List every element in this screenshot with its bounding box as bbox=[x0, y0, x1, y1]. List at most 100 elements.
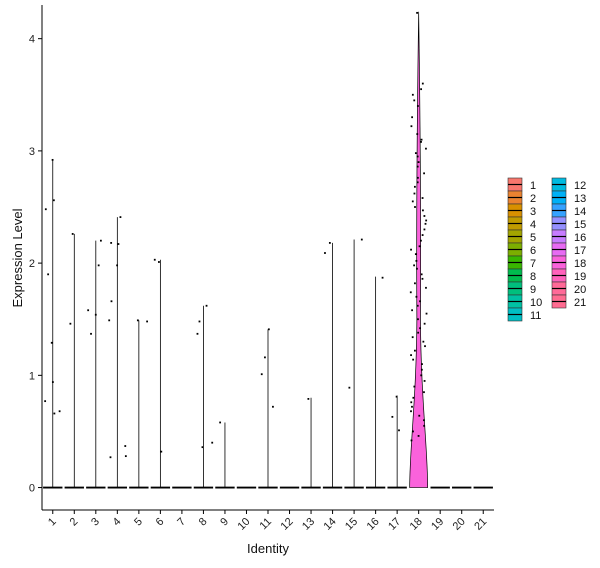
point-4-7 bbox=[124, 455, 127, 458]
legend-item-2: 2 bbox=[507, 190, 536, 205]
point-18-28 bbox=[423, 228, 426, 231]
point-18-29 bbox=[421, 234, 424, 236]
x-tick-label-18: 18 bbox=[408, 516, 425, 533]
point-18-53 bbox=[424, 345, 426, 348]
point-8-2 bbox=[196, 332, 199, 335]
legend-item-14: 14 bbox=[551, 203, 586, 218]
point-18-11 bbox=[425, 147, 427, 150]
point-18-30 bbox=[420, 239, 422, 242]
point-18-20 bbox=[413, 192, 416, 195]
point-18-63 bbox=[412, 396, 415, 399]
point-15-0 bbox=[360, 238, 363, 241]
point-11-3 bbox=[272, 405, 274, 408]
x-axis-title: Identity bbox=[247, 541, 289, 556]
legend-item-17: 17 bbox=[551, 242, 586, 257]
point-18-14 bbox=[417, 161, 420, 164]
point-18-67 bbox=[418, 414, 421, 417]
point-18-43 bbox=[419, 300, 421, 303]
legend-item-21: 21 bbox=[551, 294, 586, 309]
violin-5 bbox=[129, 319, 149, 489]
x-tick-label-4: 4 bbox=[111, 516, 124, 529]
legend-label-13: 13 bbox=[574, 193, 586, 205]
x-tick-label-2: 2 bbox=[68, 516, 81, 529]
point-18-7 bbox=[410, 125, 413, 128]
point-18-64 bbox=[410, 401, 413, 404]
point-18-62 bbox=[423, 391, 425, 394]
point-18-44 bbox=[416, 304, 419, 307]
y-tick-label-1: 1 bbox=[29, 370, 35, 382]
point-2-1 bbox=[69, 322, 72, 325]
y-tick-label-0: 0 bbox=[29, 483, 35, 495]
point-3-2 bbox=[87, 309, 90, 312]
point-8-4 bbox=[201, 446, 204, 449]
point-8-3 bbox=[211, 441, 214, 444]
legend-item-1: 1 bbox=[507, 177, 536, 192]
legend-item-19: 19 bbox=[551, 268, 586, 283]
point-3-0 bbox=[99, 239, 102, 242]
point-4-2 bbox=[117, 243, 120, 245]
legend-item-13: 13 bbox=[551, 190, 586, 205]
point-18-5 bbox=[416, 105, 419, 107]
point-18-31 bbox=[418, 245, 421, 248]
x-tick-label-16: 16 bbox=[365, 516, 382, 533]
point-3-4 bbox=[90, 332, 92, 335]
point-18-23 bbox=[414, 206, 416, 208]
point-5-1 bbox=[146, 320, 148, 323]
legend-label-1: 1 bbox=[530, 180, 536, 192]
x-tick-label-13: 13 bbox=[300, 516, 317, 533]
point-18-22 bbox=[411, 200, 414, 203]
legend-label-14: 14 bbox=[574, 206, 586, 218]
legend-item-16: 16 bbox=[551, 229, 586, 244]
violin-15 bbox=[344, 238, 364, 489]
violin-11 bbox=[258, 328, 278, 489]
violin-16 bbox=[365, 276, 386, 489]
point-18-70 bbox=[412, 430, 414, 433]
point-18-54 bbox=[414, 349, 416, 352]
x-tick-label-3: 3 bbox=[89, 516, 102, 529]
legend-item-11: 11 bbox=[507, 307, 541, 322]
y-tick-label-3: 3 bbox=[29, 146, 35, 158]
point-18-51 bbox=[411, 336, 414, 339]
violin-8 bbox=[193, 304, 214, 489]
point-18-9 bbox=[420, 138, 423, 141]
point-1-1 bbox=[52, 199, 55, 202]
legend-label-2: 2 bbox=[530, 193, 536, 205]
legend-label-4: 4 bbox=[530, 219, 536, 231]
point-1-2 bbox=[44, 208, 47, 211]
point-18-65 bbox=[411, 405, 413, 408]
point-18-35 bbox=[413, 264, 416, 267]
x-tick-label-10: 10 bbox=[235, 516, 252, 533]
point-18-13 bbox=[416, 155, 419, 158]
point-8-1 bbox=[198, 320, 201, 323]
legend-label-12: 12 bbox=[574, 180, 586, 192]
point-14-1 bbox=[324, 252, 326, 254]
point-18-47 bbox=[417, 318, 419, 321]
point-18-10 bbox=[420, 141, 422, 143]
point-18-59 bbox=[420, 374, 423, 377]
violin-3 bbox=[86, 239, 106, 489]
violin-18 bbox=[409, 11, 429, 488]
violin-13 bbox=[301, 397, 321, 489]
point-4-6 bbox=[124, 445, 127, 447]
violin-shape-18 bbox=[409, 11, 429, 488]
point-6-2 bbox=[160, 450, 163, 453]
point-18-61 bbox=[413, 385, 416, 388]
point-17-0 bbox=[395, 395, 398, 398]
legend-label-19: 19 bbox=[574, 271, 586, 283]
x-tick-label-1: 1 bbox=[46, 516, 59, 529]
legend-label-16: 16 bbox=[574, 232, 586, 244]
point-18-41 bbox=[409, 291, 412, 294]
point-18-49 bbox=[419, 327, 421, 330]
point-18-57 bbox=[421, 363, 423, 366]
x-tick-label-9: 9 bbox=[218, 516, 231, 529]
point-18-66 bbox=[410, 410, 412, 413]
plot-area bbox=[43, 11, 493, 489]
point-18-2 bbox=[420, 88, 423, 91]
legend-label-15: 15 bbox=[574, 219, 586, 231]
legend-label-9: 9 bbox=[530, 284, 536, 296]
point-16-0 bbox=[381, 276, 384, 279]
point-18-36 bbox=[416, 267, 418, 270]
legend-label-17: 17 bbox=[574, 245, 586, 257]
